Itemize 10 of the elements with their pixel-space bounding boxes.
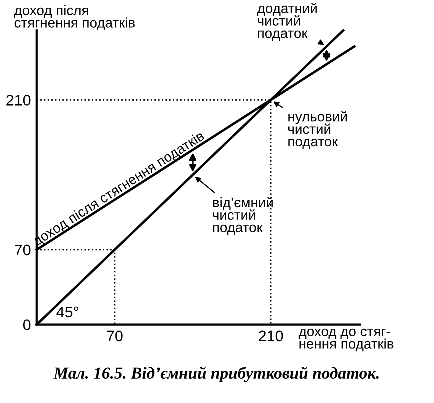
y-tick-label: 70	[15, 244, 31, 256]
annotation: 45°	[56, 306, 79, 318]
annotation: додатний чистий податок	[257, 3, 317, 42]
text: Мал. 16.5. Від’ємний прибутковий податок.	[54, 366, 379, 382]
y-axis-title: доход після стягнення податків	[14, 5, 136, 31]
x-axis-title: доход до стяг- нення податків	[298, 328, 394, 352]
y-tick-label: 0	[23, 320, 31, 331]
annotation: нульовий чистий податок	[288, 111, 347, 150]
annotation: від’ємний чистий податок	[213, 197, 273, 236]
y-tick-label: 210	[6, 95, 31, 106]
